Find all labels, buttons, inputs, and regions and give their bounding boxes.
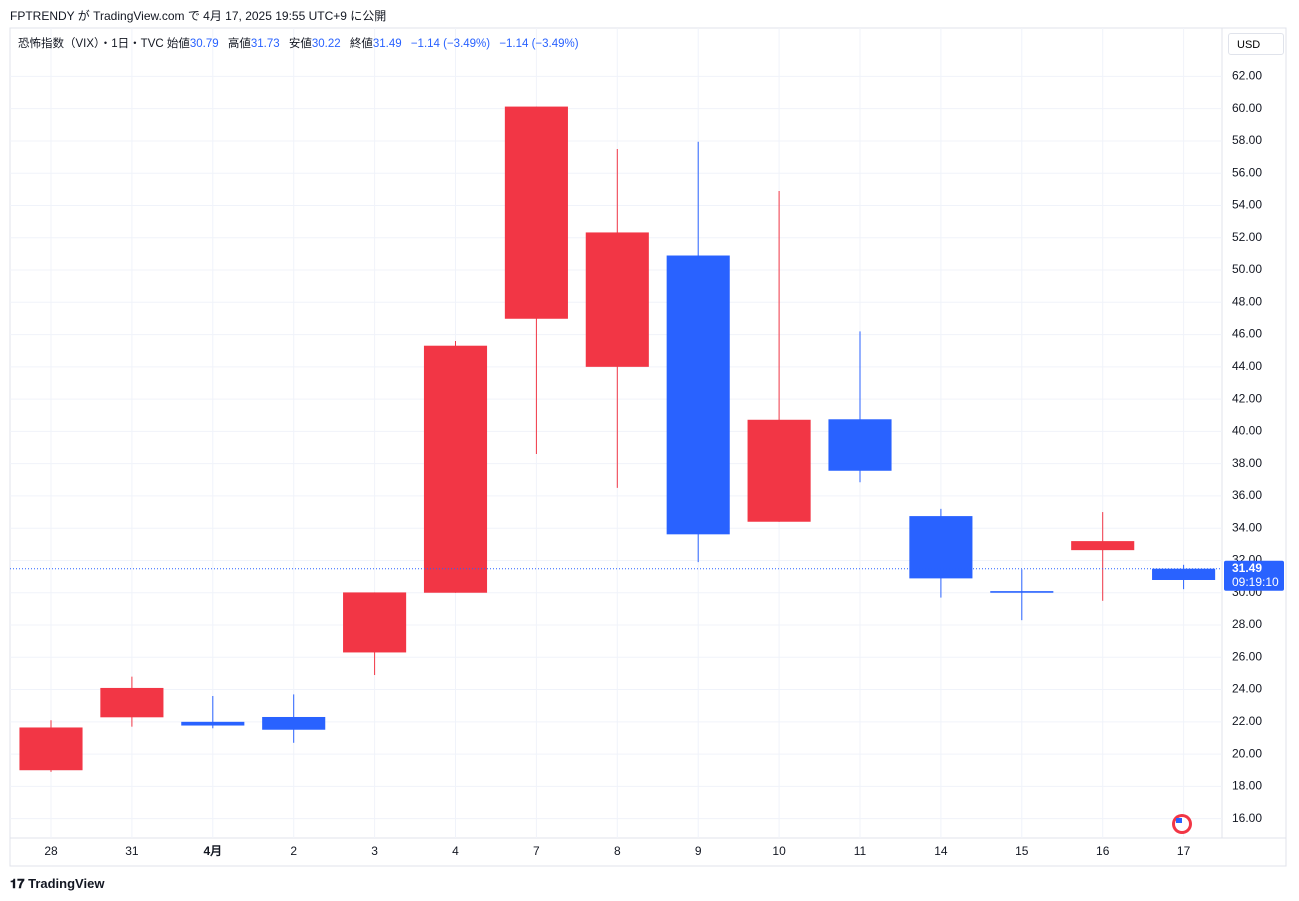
y-tick-label: 40.00	[1232, 424, 1262, 438]
candle-body	[19, 727, 83, 771]
x-tick-label: 11	[854, 844, 867, 858]
y-tick-label: 44.00	[1232, 359, 1262, 373]
price-label-box	[1224, 560, 1284, 591]
y-tick-label: 60.00	[1232, 101, 1262, 115]
candle-body	[990, 591, 1054, 593]
candle-body	[1071, 541, 1135, 551]
close-value: 31.49	[372, 38, 402, 50]
y-tick-label: 54.00	[1232, 198, 1262, 212]
candle-body	[909, 516, 973, 579]
open-value: 30.79	[189, 38, 219, 50]
x-tick-label: 2	[290, 844, 297, 858]
x-tick-label: 4月	[203, 844, 222, 858]
symbol-title: 恐怖指数（VIX）・1日・TVC	[18, 38, 164, 50]
y-tick-label: 50.00	[1232, 262, 1262, 276]
x-tick-label: 31	[125, 844, 139, 858]
x-tick-label: 10	[772, 844, 786, 858]
y-tick-label: 62.00	[1232, 69, 1262, 83]
y-tick-label: 46.00	[1232, 327, 1262, 341]
chart-frame	[9, 27, 1287, 867]
y-tick-label: 20.00	[1232, 746, 1262, 760]
candle-body	[747, 419, 811, 522]
y-tick-label: 24.00	[1232, 682, 1262, 696]
candle-body	[181, 721, 245, 726]
candle-body	[343, 592, 407, 653]
price-time: 09:19:10	[1232, 575, 1279, 589]
x-tick-label: 16	[1096, 844, 1110, 858]
y-tick-label: 38.00	[1232, 456, 1262, 470]
publish-note: FPTRENDY が TradingView.com で 4月 17, 2025…	[10, 9, 387, 23]
y-tick-label: 28.00	[1232, 617, 1262, 631]
candle-body	[828, 419, 892, 471]
x-tick-label: 14	[934, 844, 948, 858]
candle-body	[1152, 568, 1216, 580]
low-value: 30.22	[311, 38, 341, 50]
open-label: 始値	[166, 38, 190, 50]
candle-body	[262, 716, 326, 730]
y-tick-label: 58.00	[1232, 133, 1262, 147]
y-tick-label: 36.00	[1232, 488, 1262, 502]
candle-body	[666, 255, 730, 535]
close-label: 終値	[349, 38, 373, 50]
brand-logo: 𝟏𝟕 TradingView	[10, 876, 105, 891]
high-value: 31.73	[250, 38, 280, 50]
candle-body	[100, 687, 164, 718]
change: −1.14 (−3.49%)	[499, 38, 579, 50]
price-label: 31.49	[1232, 561, 1262, 575]
candles	[10, 106, 1222, 772]
candle-body	[504, 106, 568, 319]
change: −1.14 (−3.49%)	[410, 38, 491, 50]
x-tick-label: 8	[614, 844, 621, 858]
header: 恐怖指数（VIX）・1日・TVC 始値30.79 高値31.73 安値30.22…	[18, 35, 585, 51]
y-tick-label: 34.00	[1232, 520, 1262, 534]
x-tick-label: 15	[1015, 844, 1029, 858]
x-tick-label: 28	[44, 844, 58, 858]
high-label: 高値	[227, 38, 251, 50]
y-tick-label: 16.00	[1232, 811, 1262, 825]
candle-body	[585, 232, 649, 367]
y-tick-label: 18.00	[1232, 779, 1262, 793]
brand: TradingView	[28, 876, 105, 891]
y-tick-label: 56.00	[1232, 165, 1262, 179]
y-tick-label: 42.00	[1232, 391, 1262, 405]
x-tick-label: 7	[533, 844, 540, 858]
flag-icon	[1172, 814, 1192, 834]
y-tick-label: 22.00	[1232, 714, 1262, 728]
y-tick-label: 52.00	[1232, 230, 1262, 244]
x-tick-label: 4	[452, 844, 459, 858]
y-tick-label: 48.00	[1232, 294, 1262, 308]
currency-button[interactable]: USD	[1228, 33, 1284, 55]
x-tick-label: 3	[371, 844, 378, 858]
x-tick-label: 17	[1177, 844, 1191, 858]
low-label: 安値	[288, 38, 312, 50]
labels: 16.0018.0020.0022.0024.0026.0028.0030.00…	[44, 69, 1284, 858]
x-tick-label: 9	[695, 844, 702, 858]
grid	[10, 28, 1222, 838]
candle-body	[423, 345, 488, 593]
y-tick-label: 26.00	[1232, 649, 1262, 663]
